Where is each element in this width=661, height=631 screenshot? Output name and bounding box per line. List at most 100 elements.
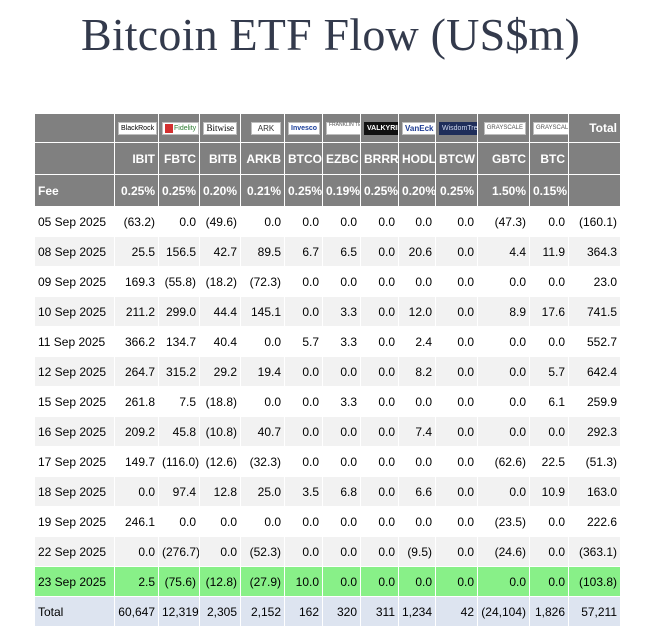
flow-cell: 0.0 xyxy=(436,357,477,386)
flow-cell: 0.0 xyxy=(361,297,398,326)
row-date: 18 Sep 2025 xyxy=(35,477,114,506)
flow-cell: 0.0 xyxy=(530,327,568,356)
flow-cell: 0.0 xyxy=(115,537,158,566)
ark-logo: ARK xyxy=(251,122,281,136)
flow-cell: 0.0 xyxy=(361,507,398,536)
total-cell: 320 xyxy=(323,597,360,626)
ticker-gbtc: GBTC xyxy=(478,143,529,174)
flow-cell: 0.0 xyxy=(436,297,477,326)
flow-cell: 6.1 xyxy=(530,387,568,416)
total-cell: 12,319 xyxy=(159,597,199,626)
flow-cell: 0.0 xyxy=(530,567,568,596)
corner-cell xyxy=(35,114,114,142)
flow-cell: 0.0 xyxy=(361,477,398,506)
flow-cell: (23.5) xyxy=(478,507,529,536)
blackrock-logo: BlackRock xyxy=(118,122,158,136)
flow-cell: 0.0 xyxy=(323,357,360,386)
flow-cell: 5.7 xyxy=(530,357,568,386)
total-cell: 2,152 xyxy=(241,597,284,626)
flow-cell: 0.0 xyxy=(200,507,240,536)
flow-cell: 0.0 xyxy=(323,207,360,236)
table-row: 08 Sep 2025 25.5 156.5 42.7 89.5 6.7 6.5 0.0 20.… xyxy=(35,237,620,266)
flow-cell: 5.7 xyxy=(285,327,322,356)
flow-cell: 366.2 xyxy=(115,327,158,356)
flow-cell: (12.8) xyxy=(200,567,240,596)
flow-cell: (276.7) xyxy=(159,537,199,566)
flow-cell: 0.0 xyxy=(478,477,529,506)
ticker-ibit: IBIT xyxy=(115,143,158,174)
ticker-arkb: ARKB xyxy=(241,143,284,174)
flow-cell: 0.0 xyxy=(361,567,398,596)
flow-cell: 0.0 xyxy=(323,417,360,446)
row-date: 09 Sep 2025 xyxy=(35,267,114,296)
flow-cell: 29.2 xyxy=(200,357,240,386)
flow-cell: 20.6 xyxy=(399,237,435,266)
flow-cell: 0.0 xyxy=(478,357,529,386)
flow-cell: 8.9 xyxy=(478,297,529,326)
flow-cell: 4.4 xyxy=(478,237,529,266)
flow-cell: (9.5) xyxy=(399,537,435,566)
flow-cell: 17.6 xyxy=(530,297,568,326)
flow-cell: 0.0 xyxy=(323,567,360,596)
flow-cell: 0.0 xyxy=(399,567,435,596)
flow-cell: 0.0 xyxy=(530,207,568,236)
flow-cell: 0.0 xyxy=(200,537,240,566)
fidelity-logo: Fidelity xyxy=(162,122,199,136)
row-total-cell: (103.8) xyxy=(569,567,620,596)
flow-cell: 0.0 xyxy=(241,207,284,236)
flow-cell: 0.0 xyxy=(361,537,398,566)
flow-cell: (47.3) xyxy=(478,207,529,236)
fee-cell: 0.15% xyxy=(530,175,568,206)
fee-label: Fee xyxy=(35,175,114,206)
table-row: 19 Sep 2025 246.1 0.0 0.0 0.0 0.0 0.0 0.0 0.0 0.0… xyxy=(35,507,620,536)
total-cell: 1,826 xyxy=(530,597,568,626)
flow-cell: 3.3 xyxy=(323,297,360,326)
flow-cell: 211.2 xyxy=(115,297,158,326)
flow-cell: 0.0 xyxy=(530,267,568,296)
flow-cell: (75.6) xyxy=(159,567,199,596)
flow-cell: 246.1 xyxy=(115,507,158,536)
flow-cell: 0.0 xyxy=(361,207,398,236)
ticker-btc: BTC xyxy=(530,143,568,174)
total-row: Total 60,647 12,319 2,305 2,152 162 320 … xyxy=(35,597,620,626)
flow-cell: (12.6) xyxy=(200,447,240,476)
flow-cell: 264.7 xyxy=(115,357,158,386)
total-cell: 162 xyxy=(285,597,322,626)
flow-cell: 0.0 xyxy=(530,507,568,536)
flow-cell: 40.4 xyxy=(200,327,240,356)
ticker-row: IBIT FBTC BITB ARKB BTCO EZBC BRRR HODL … xyxy=(35,143,620,174)
table-row: 11 Sep 2025 366.2 134.7 40.4 0.0 5.7 3.3 0.0 2.4… xyxy=(35,327,620,356)
flow-cell: 261.8 xyxy=(115,387,158,416)
flow-cell: 0.0 xyxy=(530,537,568,566)
flow-cell: (72.3) xyxy=(241,267,284,296)
total-header: Total xyxy=(569,114,620,142)
flow-cell: 0.0 xyxy=(323,447,360,476)
flow-cell: 0.0 xyxy=(436,567,477,596)
flow-cell: 134.7 xyxy=(159,327,199,356)
table-row: 18 Sep 2025 0.0 97.4 12.8 25.0 3.5 6.8 0.0 6.6 0.… xyxy=(35,477,620,506)
flow-cell: 0.0 xyxy=(241,327,284,356)
flow-cell: 40.7 xyxy=(241,417,284,446)
flow-cell: 0.0 xyxy=(361,267,398,296)
fee-cell: 0.25% xyxy=(285,175,322,206)
table-row: 10 Sep 2025 211.2 299.0 44.4 145.1 0.0 3.3 0.0 1… xyxy=(35,297,620,326)
flow-cell: 0.0 xyxy=(159,507,199,536)
row-date: 10 Sep 2025 xyxy=(35,297,114,326)
flow-cell: 0.0 xyxy=(436,447,477,476)
grand-total-cell: 57,211 xyxy=(569,597,620,626)
table-row: 09 Sep 2025 169.3 (55.8) (18.2) (72.3) 0.0 0.0… xyxy=(35,267,620,296)
total-cell: 60,647 xyxy=(115,597,158,626)
flow-cell: 0.0 xyxy=(361,327,398,356)
total-cell: 311 xyxy=(361,597,398,626)
page-title: Bitcoin ETF Flow (US$m) xyxy=(80,9,581,60)
flow-cell: 0.0 xyxy=(285,267,322,296)
fee-cell: 0.25% xyxy=(436,175,477,206)
flow-cell: 0.0 xyxy=(436,477,477,506)
flow-cell: (116.0) xyxy=(159,447,199,476)
flow-cell: 0.0 xyxy=(478,387,529,416)
flow-cell: 7.4 xyxy=(399,417,435,446)
flow-cell: 0.0 xyxy=(323,507,360,536)
flow-cell: 0.0 xyxy=(159,207,199,236)
flow-cell: 315.2 xyxy=(159,357,199,386)
flow-cell: 25.5 xyxy=(115,237,158,266)
